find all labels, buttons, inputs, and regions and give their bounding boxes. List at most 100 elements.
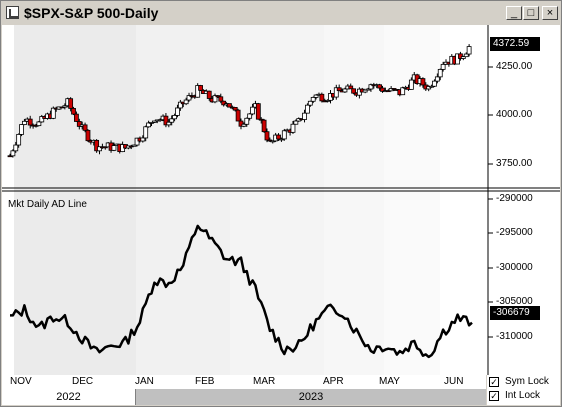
current-price-badge: 4372.59: [490, 37, 540, 51]
candle-body: [198, 85, 203, 91]
candle-body: [319, 93, 325, 102]
candle-body: [151, 120, 157, 123]
candle-body: [111, 145, 117, 151]
candle-body: [27, 118, 33, 126]
band-jun: [440, 25, 487, 375]
candle-body: [102, 146, 108, 149]
candle-body: [143, 126, 149, 139]
candle-body: [157, 119, 163, 122]
candle-body: [76, 121, 82, 127]
candle-body: [235, 109, 241, 122]
current-ad-badge: -306679: [490, 306, 540, 320]
title-bar[interactable]: $SPX-S&P 500-Daily _ □ ×: [2, 2, 560, 24]
ad-tick-label: -295000: [496, 227, 533, 238]
candle-body: [39, 116, 45, 123]
candle-body: [22, 120, 27, 125]
chart-app-icon[interactable]: [6, 6, 19, 19]
candle-body: [7, 155, 13, 158]
candle-body: [261, 119, 267, 133]
candle-body: [281, 130, 287, 140]
candle-body: [94, 139, 100, 152]
price-tick-label: 4000.00: [496, 109, 533, 120]
candle-body: [19, 124, 24, 135]
ad-tick-label: -305000: [496, 296, 533, 307]
ad-tick-label: -300000: [496, 262, 533, 273]
candle-body: [434, 76, 440, 82]
month-label: DEC: [72, 376, 94, 387]
chart-canvas[interactable]: Mkt Daily AD Line: [2, 25, 560, 375]
candle-body: [177, 101, 183, 109]
month-label: FEB: [195, 376, 215, 387]
maximize-button[interactable]: □: [523, 6, 539, 20]
candle-body: [455, 53, 460, 65]
candle-body: [313, 94, 319, 98]
window-title: $SPX-S&P 500-Daily: [24, 5, 159, 21]
candle-body: [426, 86, 432, 90]
candle-body: [302, 112, 307, 120]
candle-body: [362, 89, 368, 93]
candle-body: [377, 84, 383, 89]
lock-options: ✓ Sym Lock ✓ Int Lock: [487, 375, 560, 405]
candle-body: [310, 96, 316, 102]
plot-area[interactable]: Mkt Daily AD Line 4250.00 4000.00 3750.0…: [2, 25, 560, 375]
candle-body: [232, 107, 238, 111]
candle-body: [166, 121, 172, 126]
candle-body: [221, 100, 227, 106]
month-label: MAR: [253, 376, 276, 387]
candle-body: [466, 46, 472, 55]
candle-body: [307, 100, 313, 106]
x-axis: NOV DEC JAN FEB MAR APR MAY JUN: [2, 375, 486, 389]
candle-body: [212, 95, 218, 103]
year-axis: 2022 2023: [2, 389, 486, 405]
candle-body: [195, 85, 201, 98]
sym-lock-label: Sym Lock: [505, 376, 549, 387]
candle-body: [71, 108, 76, 115]
candle-body: [68, 98, 74, 109]
candle-body: [227, 103, 232, 108]
candle-body: [400, 87, 406, 96]
int-lock-checkbox[interactable]: ✓ Int Lock: [489, 390, 560, 404]
sym-lock-checkbox[interactable]: ✓ Sym Lock: [489, 376, 560, 390]
candle-body: [50, 107, 56, 119]
minimize-button[interactable]: _: [506, 6, 522, 20]
ad-tick-label: -310000: [496, 331, 533, 342]
candle-body: [368, 84, 374, 90]
candle-body: [255, 103, 261, 120]
candle-body: [342, 88, 348, 93]
indicator-label: Mkt Daily AD Line: [8, 199, 87, 210]
candle-body: [140, 137, 146, 142]
candle-body: [440, 63, 446, 70]
ad-tick-label: -290000: [496, 193, 533, 204]
candle-body: [13, 144, 19, 152]
candle-body: [186, 95, 192, 101]
candle-body: [131, 144, 137, 147]
band-dec: [74, 25, 136, 375]
year-label: 2022: [2, 389, 136, 405]
candle-body: [16, 133, 22, 146]
candle-body: [437, 68, 443, 78]
candle-body: [215, 95, 221, 98]
ad-line: [10, 224, 473, 359]
candle-body: [74, 113, 79, 122]
candle-body: [293, 120, 299, 125]
candle-body: [82, 124, 88, 131]
candle-body: [206, 90, 212, 99]
int-lock-check-icon[interactable]: ✓: [489, 391, 499, 401]
candle-body: [351, 88, 357, 94]
month-label: NOV: [10, 376, 32, 387]
candle-body: [276, 134, 281, 140]
price-tick-label: 3750.00: [496, 158, 533, 169]
candle-body: [218, 96, 224, 102]
candle-body: [460, 56, 466, 59]
price-candles: [7, 44, 472, 158]
candle-body: [62, 105, 68, 108]
band-apr: [324, 25, 384, 375]
sym-lock-check-icon[interactable]: ✓: [489, 377, 499, 387]
month-label: APR: [323, 376, 344, 387]
candle-body: [172, 115, 177, 120]
candle-body: [97, 146, 102, 152]
close-button[interactable]: ×: [542, 6, 558, 20]
candle-body: [365, 88, 371, 91]
month-label: JAN: [135, 376, 154, 387]
